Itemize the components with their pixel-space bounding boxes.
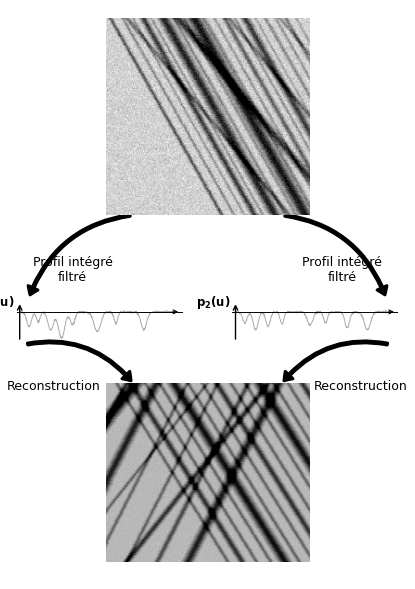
Text: Reconstruction: Reconstruction xyxy=(7,380,101,393)
Text: $\mathbf{p_2(u)}$: $\mathbf{p_2(u)}$ xyxy=(0,293,15,310)
FancyArrowPatch shape xyxy=(285,214,387,295)
FancyArrowPatch shape xyxy=(28,214,130,295)
Text: Profil intégré
filtré: Profil intégré filtré xyxy=(33,256,112,284)
FancyArrowPatch shape xyxy=(284,341,388,380)
Text: Reconstruction: Reconstruction xyxy=(314,380,408,393)
FancyArrowPatch shape xyxy=(27,341,131,380)
Text: $\mathbf{p_2(u)}$: $\mathbf{p_2(u)}$ xyxy=(196,293,231,310)
Text: Profil intégré
filtré: Profil intégré filtré xyxy=(303,256,382,284)
